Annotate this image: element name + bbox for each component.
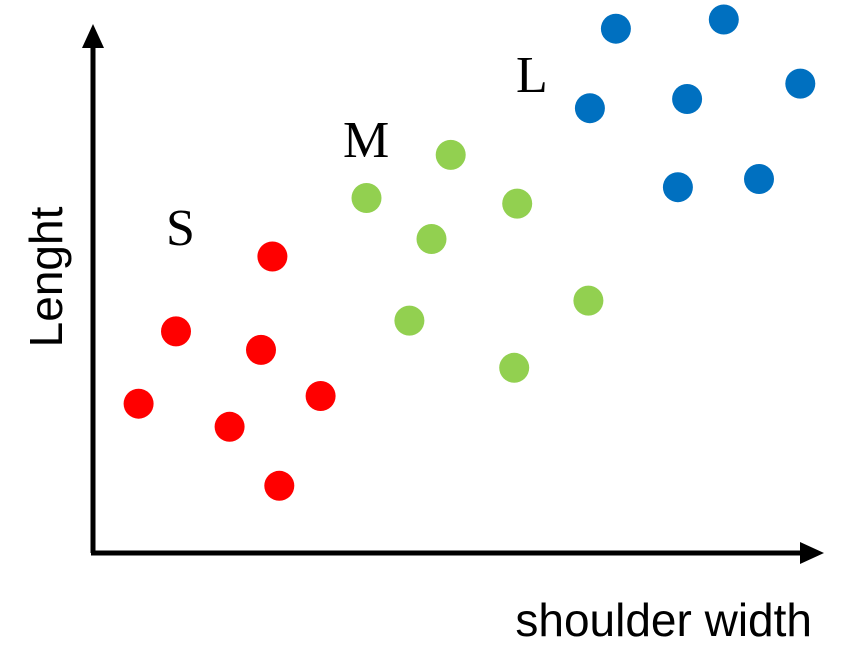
point-m-6 [502,188,533,219]
point-s-6 [264,470,295,501]
point-s-4 [246,334,276,365]
point-l-5 [708,4,739,35]
point-m-5 [499,352,530,383]
point-l-3 [662,172,693,203]
x-axis-title: shoulder width [515,594,812,646]
cluster-label-m: M [343,112,389,169]
cluster-label-l: L [516,47,548,104]
point-m-1 [351,183,382,213]
point-s-1 [123,388,154,419]
point-l-2 [600,13,631,44]
point-s-5 [257,241,288,272]
y-axis-arrow-icon [82,24,104,48]
point-l-7 [785,68,816,99]
point-s-3 [214,411,245,442]
point-m-7 [573,285,604,316]
data-points [123,4,816,501]
x-axis-arrow-icon [800,542,824,564]
point-m-4 [435,139,466,170]
point-m-2 [394,305,425,336]
cluster-label-s: S [166,200,195,257]
point-s-7 [305,381,336,411]
point-l-1 [574,93,605,124]
point-l-4 [672,84,703,114]
point-l-6 [744,164,774,194]
point-s-2 [161,316,191,347]
point-m-3 [416,224,447,254]
y-axis-title: Lenght [20,206,72,347]
